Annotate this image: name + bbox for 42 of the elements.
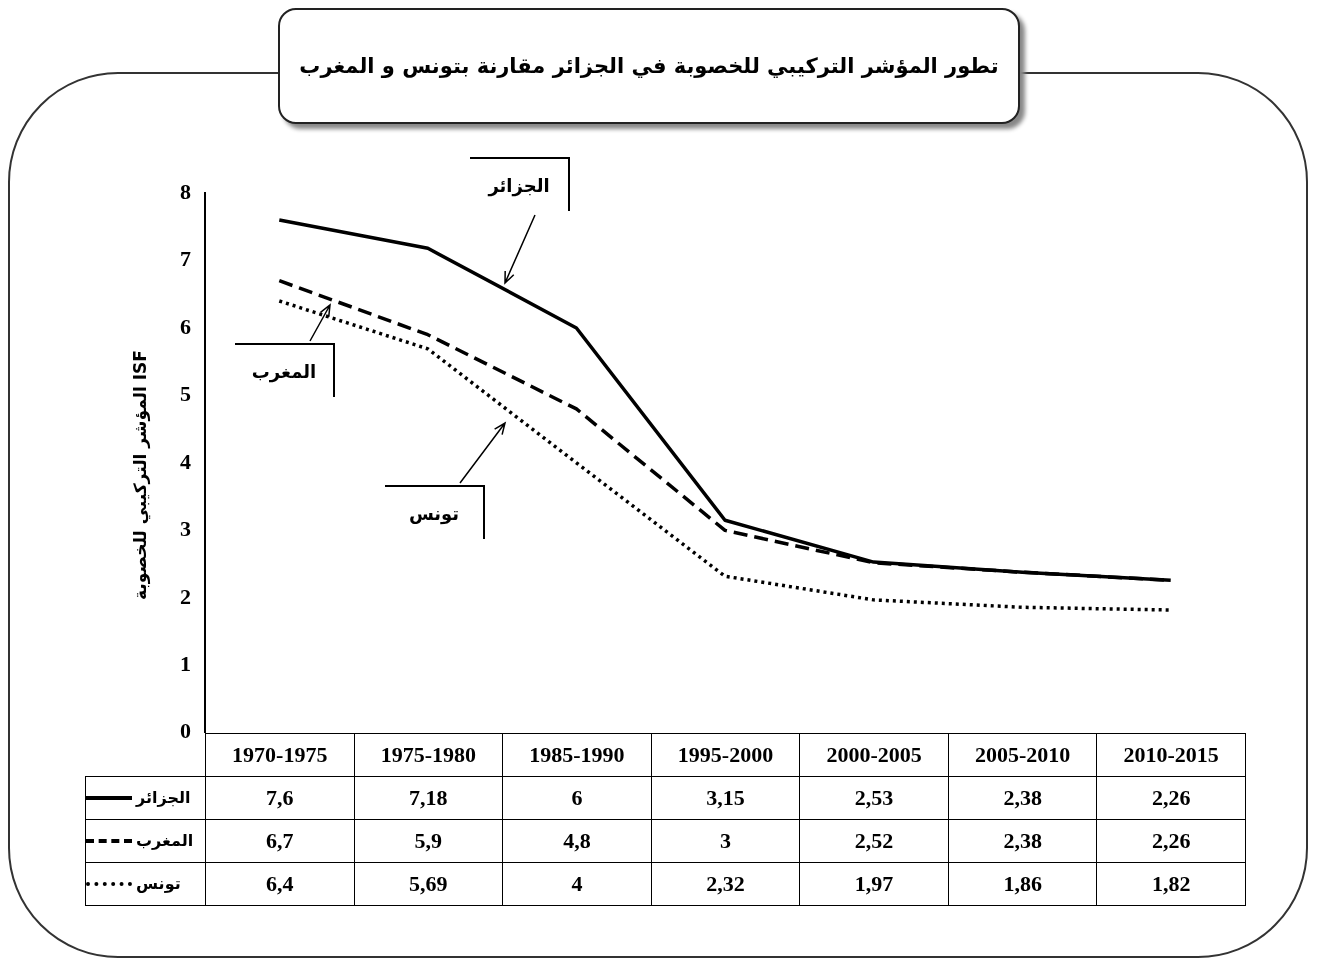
x-tick-label: 1975-1980 — [353, 732, 504, 777]
x-tick-label: 2010-2015 — [1096, 732, 1246, 777]
data-label: 2,26 — [1096, 818, 1246, 863]
data-label: 3 — [650, 818, 801, 863]
data-label: 2,26 — [1096, 775, 1246, 820]
data-label: 1,97 — [799, 861, 949, 906]
y-tick-label: 2 — [180, 583, 191, 609]
data-label: 5,9 — [353, 818, 504, 863]
data-label: 2,53 — [799, 775, 949, 820]
legend-label: تونس — [136, 874, 181, 894]
data-label: 4 — [502, 861, 652, 906]
legend-label: الجزائر — [136, 788, 191, 808]
data-label: 2,38 — [947, 775, 1098, 820]
data-label: 6 — [502, 775, 652, 820]
x-tick-label: 2005-2010 — [947, 732, 1098, 777]
data-label: 1,86 — [947, 861, 1098, 906]
x-tick-label: 2000-2005 — [799, 732, 949, 777]
data-label: 2,52 — [799, 818, 949, 863]
data-label: 7,18 — [353, 775, 504, 820]
chart-title: تطور المؤشر التركيبي للخصوبة في الجزائر مقارنة بتونس و المغرب — [278, 8, 1020, 124]
y-tick-label: 3 — [180, 516, 191, 542]
data-label: 2,38 — [947, 818, 1098, 863]
y-tick-label: 0 — [180, 718, 191, 744]
y-tick-label: 8 — [180, 178, 191, 204]
y-tick-label: 7 — [180, 246, 191, 272]
x-tick-label: 1995-2000 — [650, 732, 801, 777]
x-tick-label: 1985-1990 — [502, 732, 652, 777]
data-label: 1,82 — [1096, 861, 1246, 906]
x-tick-label: 1970-1975 — [205, 732, 355, 777]
data-label: 7,6 — [205, 775, 355, 820]
y-tick-label: 4 — [180, 448, 191, 474]
data-label: 6,4 — [205, 861, 355, 906]
y-axis-title: المؤشر التركيبي للخصوبة ISF — [130, 350, 150, 600]
data-label: 6,7 — [205, 818, 355, 863]
data-label: 3,15 — [650, 775, 801, 820]
y-tick-label: 1 — [180, 651, 191, 677]
data-label: 4,8 — [502, 818, 652, 863]
y-tick-label: 5 — [180, 381, 191, 407]
data-label: 5,69 — [353, 861, 504, 906]
data-label: 2,32 — [650, 861, 801, 906]
legend-label: المغرب — [136, 831, 194, 851]
y-tick-label: 6 — [180, 313, 191, 339]
